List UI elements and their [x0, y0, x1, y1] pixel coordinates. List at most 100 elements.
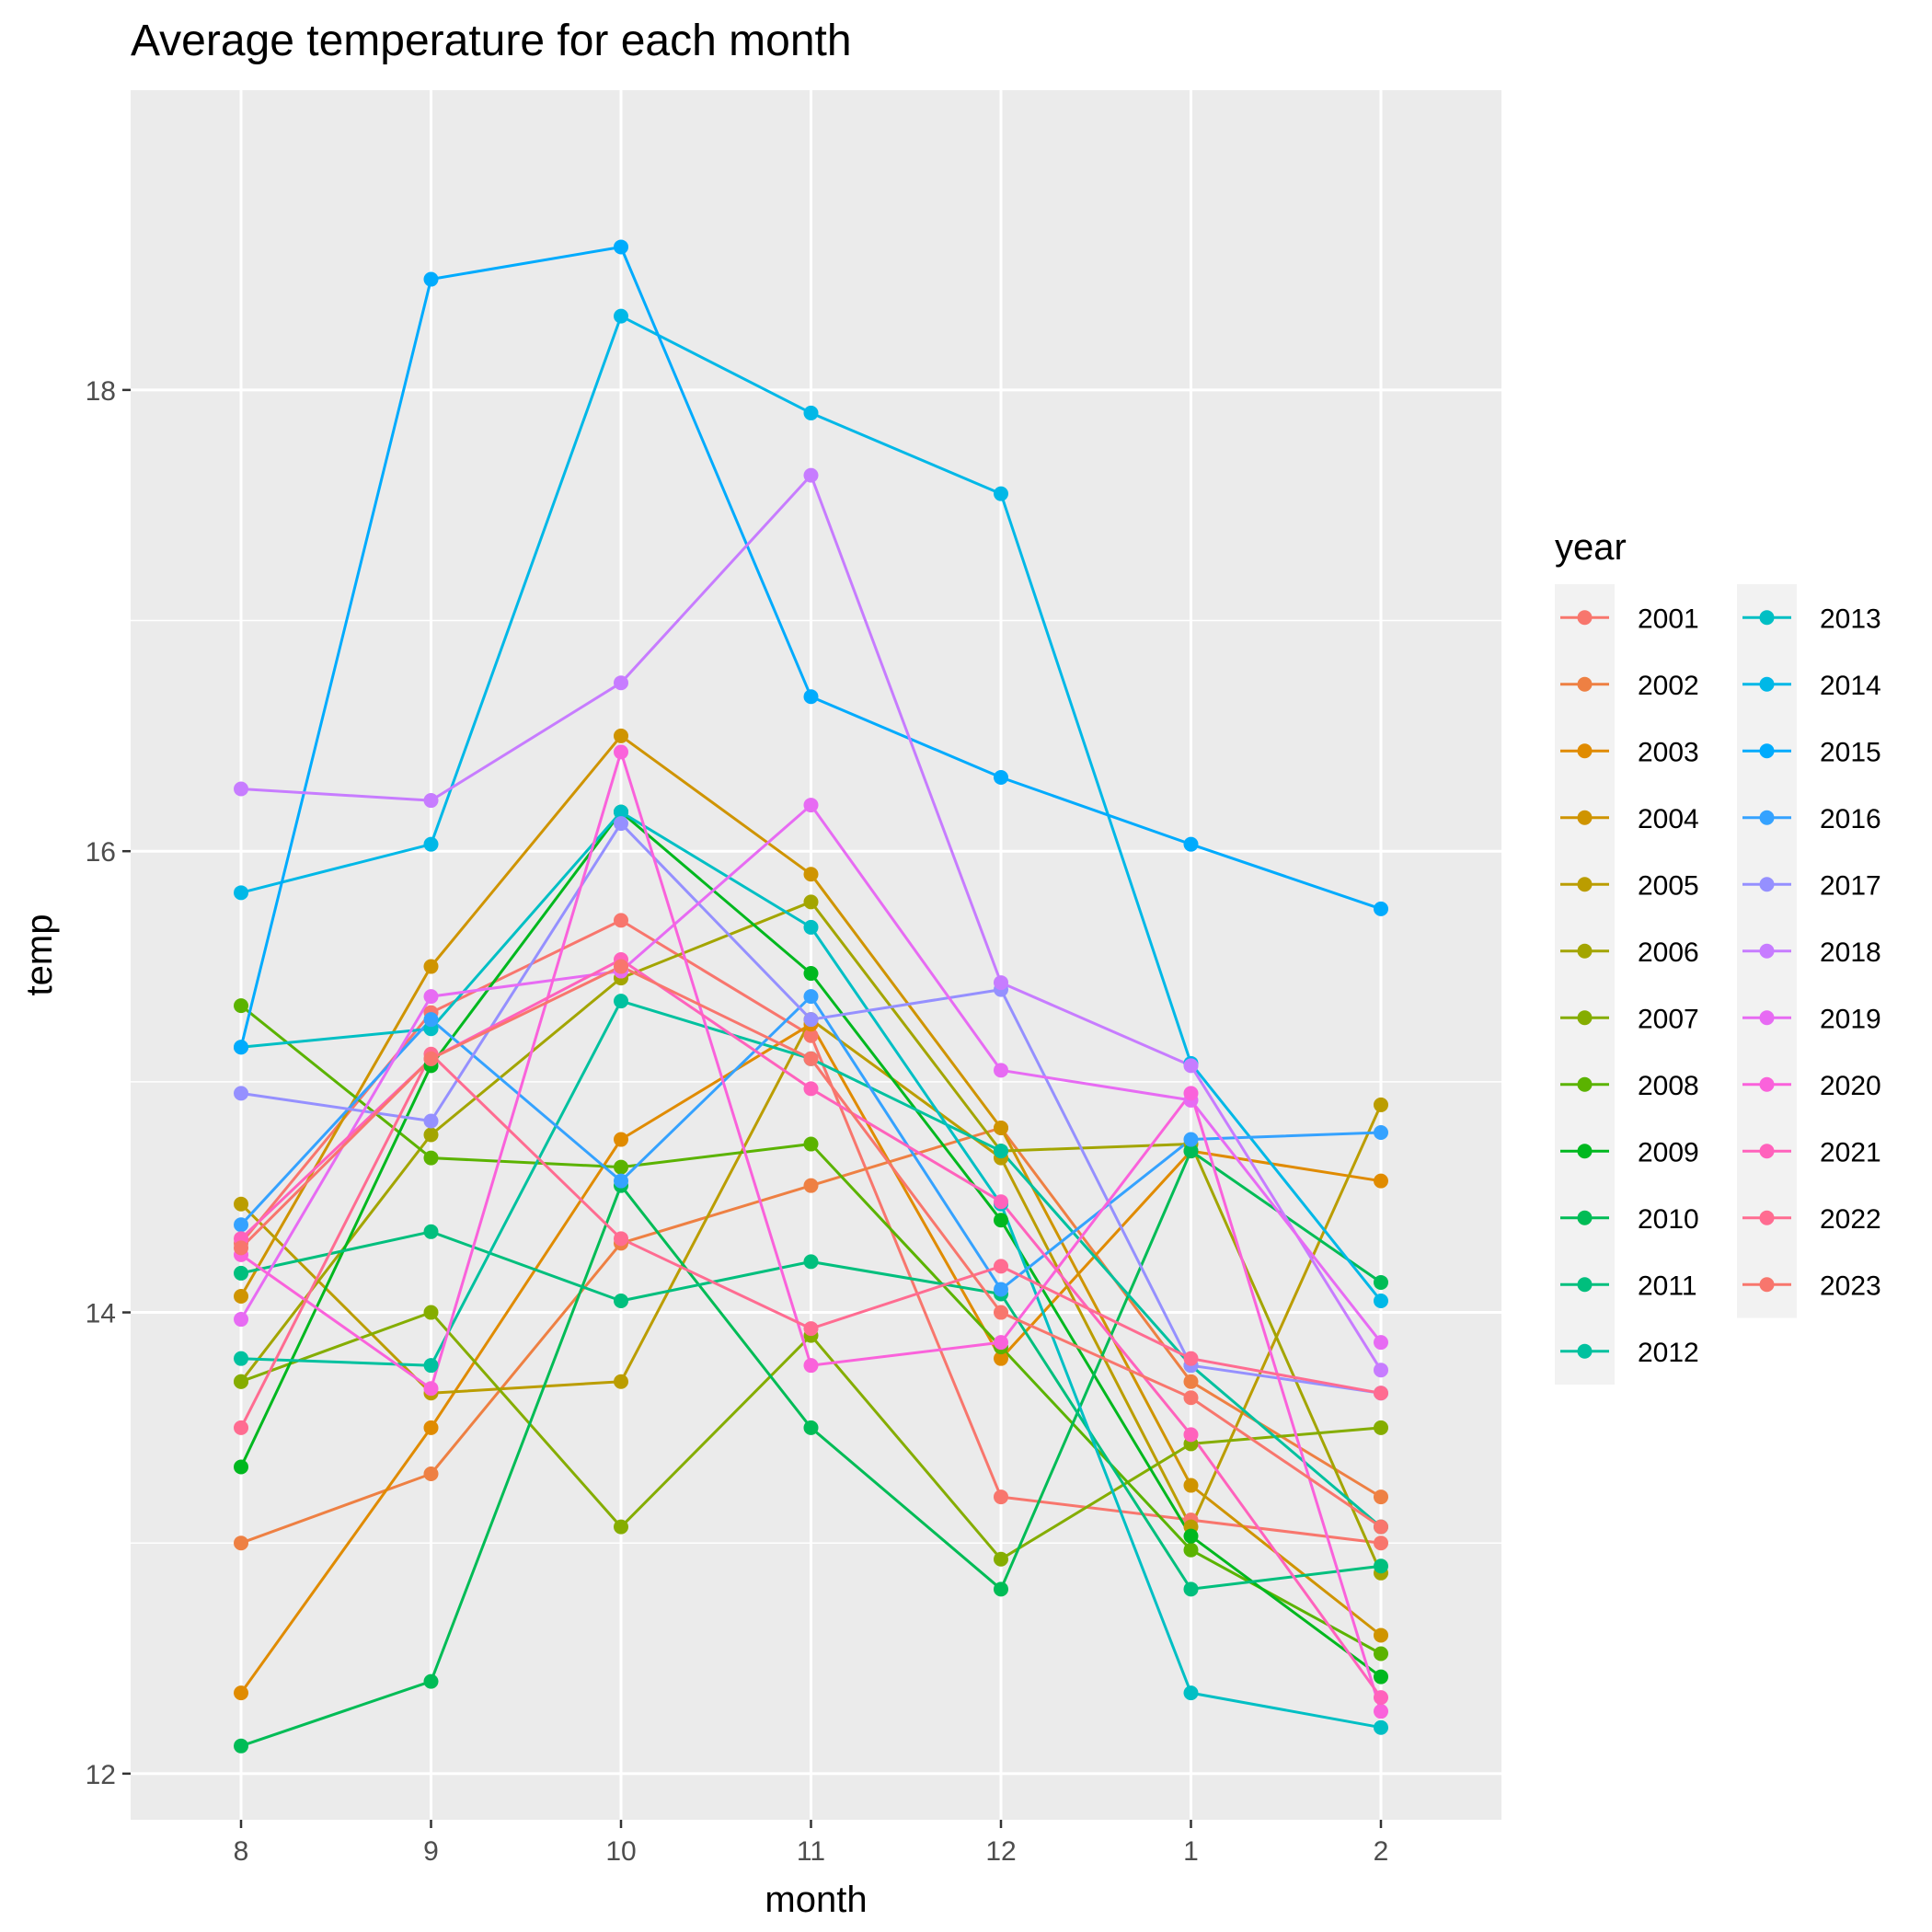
y-tick-label: 12 [86, 1760, 116, 1790]
legend-label: 2017 [1820, 870, 1881, 901]
legend-key-point [1577, 1010, 1593, 1026]
data-point-2005 [234, 1196, 248, 1212]
legend-key-point [1577, 1144, 1593, 1159]
data-point-2010 [1183, 1144, 1199, 1159]
data-point-2018 [234, 781, 248, 797]
x-tick-label: 12 [985, 1836, 1016, 1867]
data-point-2004 [614, 728, 628, 743]
legend-key-point [1577, 1210, 1593, 1225]
data-point-2017 [803, 1012, 819, 1028]
data-point-2023 [1374, 1519, 1388, 1535]
legend-key-point [1577, 1277, 1593, 1293]
legend: year 2001 2002 2003 2004 2005 2006 2007 2008 200… [1555, 527, 1881, 1385]
data-point-2023 [423, 1051, 439, 1066]
legend-label: 2023 [1820, 1271, 1881, 1301]
data-point-2014 [614, 308, 628, 324]
x-tick-label: 9 [423, 1836, 439, 1867]
data-point-2009 [1374, 1669, 1388, 1685]
data-point-2021 [1183, 1427, 1199, 1443]
data-point-2004 [803, 867, 819, 882]
data-point-2007 [994, 1551, 1008, 1567]
legend-key-point [1577, 743, 1593, 759]
legend-label: 2014 [1820, 671, 1881, 701]
data-point-2017 [614, 816, 628, 832]
legend-key-point [1759, 943, 1775, 959]
legend-key-point [1759, 1144, 1775, 1159]
data-point-2013 [1374, 1719, 1388, 1735]
legend-key-point [1577, 943, 1593, 959]
legend-key-point [1759, 1010, 1775, 1026]
minor-gridlines [131, 619, 1501, 1544]
data-point-2014 [994, 486, 1008, 501]
legend-key-point [1759, 743, 1775, 759]
data-point-2003 [423, 1420, 439, 1435]
data-point-2008 [803, 1136, 819, 1152]
data-point-2008 [234, 998, 248, 1014]
data-point-2020 [423, 1381, 439, 1397]
data-point-2002 [1374, 1489, 1388, 1505]
legend-key-point [1759, 810, 1775, 825]
data-point-2010 [423, 1673, 439, 1689]
data-point-2004 [234, 1288, 248, 1304]
plot-panel [131, 90, 1501, 1820]
data-point-2002 [803, 1178, 819, 1193]
data-point-2023 [614, 959, 628, 974]
data-point-2020 [1374, 1704, 1388, 1719]
data-point-2022 [1374, 1386, 1388, 1401]
data-point-2022 [803, 1321, 819, 1337]
x-tick-label: 1 [1183, 1836, 1199, 1867]
data-point-2009 [994, 1213, 1008, 1228]
data-point-2003 [614, 1132, 628, 1147]
data-point-2022 [994, 1259, 1008, 1274]
data-point-2020 [1183, 1086, 1199, 1101]
legend-key-point [1577, 1076, 1593, 1092]
y-axis: 12 14 16 18 [86, 376, 131, 1790]
series-points [234, 239, 1388, 1754]
data-point-2014 [803, 405, 819, 420]
data-point-2022 [234, 1420, 248, 1435]
data-point-2011 [423, 1224, 439, 1239]
data-point-2023 [994, 1305, 1008, 1320]
data-point-2007 [234, 1374, 248, 1389]
legend-label: 2022 [1820, 1204, 1881, 1235]
data-point-2015 [423, 271, 439, 287]
data-point-2016 [994, 1282, 1008, 1297]
data-point-2008 [423, 1150, 439, 1166]
x-tick-label: 2 [1374, 1836, 1389, 1867]
x-tick-label: 11 [797, 1836, 825, 1867]
data-point-2016 [614, 1173, 628, 1189]
legend-label: 2012 [1638, 1338, 1699, 1368]
legend-label: 2011 [1638, 1271, 1697, 1301]
data-point-2009 [803, 966, 819, 982]
data-point-2003 [1374, 1173, 1388, 1189]
data-point-2016 [1374, 1125, 1388, 1141]
legend-key-point [1577, 1343, 1593, 1359]
x-axis: 8 9 10 11 12 1 2 [234, 1820, 1389, 1867]
data-point-2021 [1374, 1690, 1388, 1706]
legend-label: 2008 [1638, 1071, 1699, 1101]
data-point-2015 [1183, 836, 1199, 852]
legend-label: 2009 [1638, 1137, 1699, 1167]
data-point-2023 [234, 1240, 248, 1256]
data-point-2002 [1183, 1374, 1199, 1389]
data-point-2014 [1374, 1294, 1388, 1308]
x-tick-label: 10 [605, 1836, 636, 1867]
legend-key-point [1577, 610, 1593, 626]
data-point-2012 [994, 1144, 1008, 1159]
data-point-2023 [803, 1051, 819, 1066]
legend-key-point [1759, 1076, 1775, 1092]
data-point-2003 [234, 1685, 248, 1701]
legend-key-point [1759, 676, 1775, 692]
data-point-2016 [1183, 1132, 1199, 1147]
data-point-2015 [803, 689, 819, 705]
data-point-2001 [994, 1489, 1008, 1505]
data-point-2022 [1183, 1351, 1199, 1366]
data-point-2001 [803, 1028, 819, 1043]
legend-key-point [1577, 810, 1593, 825]
data-point-2019 [803, 798, 819, 813]
data-point-2008 [614, 1159, 628, 1175]
data-point-2019 [234, 1312, 248, 1328]
data-point-2010 [994, 1581, 1008, 1597]
legend-label: 2013 [1820, 604, 1881, 634]
